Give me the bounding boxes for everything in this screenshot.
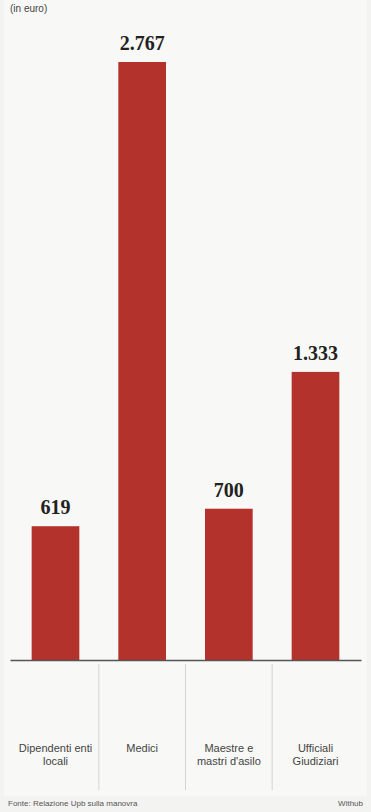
panel — [4, 0, 367, 796]
bar — [205, 509, 253, 660]
category-label: Medici — [126, 742, 158, 754]
x-axis: Dipendenti entilocali Medici Maestre emast… — [11, 660, 362, 767]
category-label: Maestre emastri d'asilo — [197, 742, 261, 767]
separator — [272, 664, 273, 790]
tick: Medici — [126, 660, 158, 754]
subtitle: (in euro) — [10, 3, 47, 14]
data-label: 1.333 — [293, 342, 338, 364]
category-label-line: locali — [43, 755, 68, 767]
credit: Withub — [338, 799, 363, 808]
separator — [98, 664, 99, 790]
data-label: 619 — [41, 496, 71, 518]
tick: Maestre emastri d'asilo — [197, 660, 261, 767]
tick: Dipendenti entilocali — [19, 660, 92, 767]
data-label: 2.767 — [120, 32, 165, 54]
category-label-line: Maestre e — [204, 742, 253, 754]
bars — [32, 62, 340, 660]
chart: (in euro) 619 2.767 700 1.333 Dipendenti enti… — [0, 0, 371, 812]
bar — [292, 372, 340, 660]
bar — [118, 62, 166, 660]
category-label-line: Medici — [126, 742, 158, 754]
category-label-line: Ufficiali — [298, 742, 333, 754]
data-labels: 619 2.767 700 1.333 — [41, 32, 339, 518]
category-label-line: Giudiziari — [293, 755, 339, 767]
axis-line — [11, 660, 362, 662]
tick: UfficialiGiudiziari — [293, 660, 339, 767]
bar — [32, 526, 80, 660]
category-label: Dipendenti entilocali — [19, 742, 92, 767]
category-label-line: mastri d'asilo — [197, 755, 261, 767]
data-label: 700 — [214, 479, 244, 501]
category-label: UfficialiGiudiziari — [293, 742, 339, 767]
separator — [185, 664, 186, 790]
source: Fonte: Relazione Upb sulla manovra — [8, 799, 138, 808]
category-label-line: Dipendenti enti — [19, 742, 92, 754]
